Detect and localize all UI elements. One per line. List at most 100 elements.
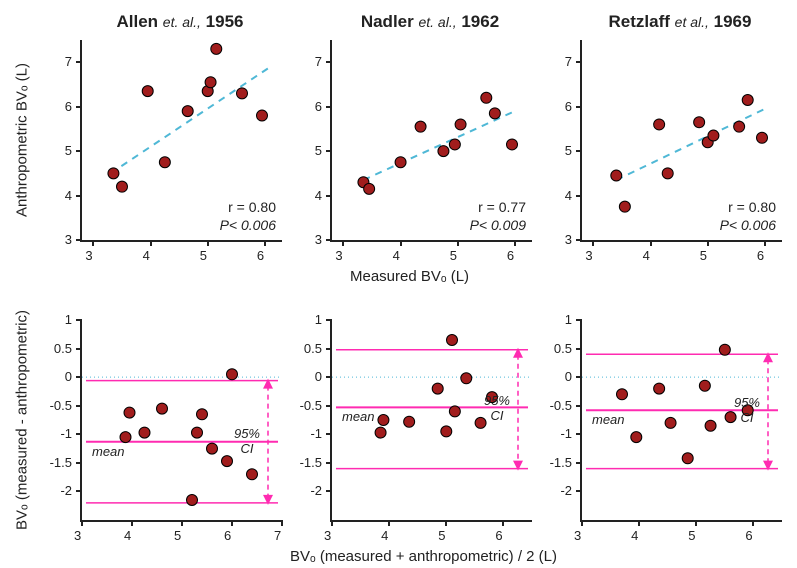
data-point: [415, 121, 426, 132]
data-point: [449, 139, 460, 150]
y-tick-label: -1.5: [50, 455, 72, 470]
y-tick-label: -2: [310, 483, 322, 498]
y-tick-label: 6: [65, 99, 72, 114]
data-point: [694, 117, 705, 128]
y-tick-label: -1: [60, 426, 72, 441]
figure: Allen et. al., 1956Nadler et. al., 1962R…: [0, 0, 797, 568]
x-tick-label: 6: [507, 248, 514, 263]
trend-line: [111, 67, 271, 174]
x-axis-label-bottom: BVₒ (measured + anthropometric) / 2 (L): [290, 548, 557, 565]
data-point: [187, 495, 198, 506]
x-tick-label: 6: [257, 248, 264, 263]
data-point: [159, 157, 170, 168]
data-point: [142, 86, 153, 97]
x-tick-label: 3: [324, 528, 331, 543]
trend-line: [616, 109, 765, 180]
y-tick-label: 3: [65, 232, 72, 247]
y-tick-label: -1.5: [300, 455, 322, 470]
y-axis-label-bottom: BVₒ (measured - anthropometric): [14, 290, 31, 550]
data-point: [395, 157, 406, 168]
data-point: [719, 344, 730, 355]
data-point: [654, 119, 665, 130]
y-tick-label: 7: [65, 54, 72, 69]
data-point: [108, 168, 119, 179]
data-point: [699, 380, 710, 391]
data-point: [139, 427, 150, 438]
data-point: [117, 181, 128, 192]
y-tick-label: 5: [315, 143, 322, 158]
data-point: [654, 383, 665, 394]
scatter-panel-top-1: 345634567r = 0.77P< 0.009: [330, 40, 532, 242]
y-tick-label: 4: [315, 188, 322, 203]
x-tick-label: 6: [745, 528, 752, 543]
x-tick-label: 3: [85, 248, 92, 263]
data-point: [449, 406, 460, 417]
x-tick-label: 7: [274, 528, 281, 543]
data-point: [447, 335, 458, 346]
x-tick-label: 6: [224, 528, 231, 543]
x-tick-label: 5: [688, 528, 695, 543]
data-point: [364, 183, 375, 194]
y-tick-label: 3: [315, 232, 322, 247]
data-point: [662, 168, 673, 179]
y-tick-label: 4: [65, 188, 72, 203]
y-tick-label: 0: [315, 369, 322, 384]
x-tick-label: 4: [143, 248, 150, 263]
data-point: [507, 139, 518, 150]
data-point: [705, 420, 716, 431]
data-point: [237, 88, 248, 99]
x-tick-label: 3: [74, 528, 81, 543]
x-tick-label: 4: [124, 528, 131, 543]
x-tick-label: 6: [495, 528, 502, 543]
y-tick-label: 7: [565, 54, 572, 69]
data-point: [432, 383, 443, 394]
data-point: [489, 108, 500, 119]
x-tick-label: 3: [574, 528, 581, 543]
x-tick-label: 4: [631, 528, 638, 543]
x-tick-label: 4: [393, 248, 400, 263]
x-tick-label: 5: [438, 528, 445, 543]
y-tick-label: -1: [310, 426, 322, 441]
y-tick-label: 4: [565, 188, 572, 203]
data-point: [611, 170, 622, 181]
x-tick-label: 4: [643, 248, 650, 263]
ci-label: 95%CI: [484, 393, 510, 423]
ci-label: 95%CI: [734, 395, 760, 425]
x-tick-label: 5: [450, 248, 457, 263]
y-tick-label: 7: [315, 54, 322, 69]
trend-line: [363, 111, 514, 180]
data-point: [404, 416, 415, 427]
data-point: [742, 95, 753, 106]
y-tick-label: -0.5: [50, 398, 72, 413]
y-tick-label: -2: [560, 483, 572, 498]
data-point: [120, 432, 131, 443]
ba-panel-bottom-0: 34567-2-1.5-1-0.500.51mean95%CI: [80, 320, 282, 522]
y-tick-label: 1: [565, 312, 572, 327]
data-point: [124, 407, 135, 418]
data-point: [247, 469, 258, 480]
y-tick-label: 0.5: [554, 341, 572, 356]
data-point: [257, 110, 268, 121]
data-point: [222, 456, 233, 467]
x-tick-label: 5: [200, 248, 207, 263]
y-axis-label-top: Anthropometric BVₒ (L): [14, 30, 31, 250]
y-tick-label: 3: [565, 232, 572, 247]
x-tick-label: 3: [585, 248, 592, 263]
y-tick-label: 6: [565, 99, 572, 114]
y-tick-label: -1: [560, 426, 572, 441]
y-tick-label: 0: [565, 369, 572, 384]
data-point: [455, 119, 466, 130]
y-tick-label: 5: [65, 143, 72, 158]
mean-label: mean: [92, 444, 125, 459]
y-tick-label: -0.5: [550, 398, 572, 413]
data-point: [617, 389, 628, 400]
column-title: Retzlaff et al., 1969: [570, 12, 790, 32]
data-point: [438, 146, 449, 157]
y-tick-label: 0.5: [304, 341, 322, 356]
column-title: Allen et. al., 1956: [70, 12, 290, 32]
y-tick-label: 0: [65, 369, 72, 384]
y-tick-label: 6: [315, 99, 322, 114]
y-tick-label: -2: [60, 483, 72, 498]
stats-annotation: r = 0.80P< 0.006: [720, 198, 776, 234]
data-point: [682, 453, 693, 464]
